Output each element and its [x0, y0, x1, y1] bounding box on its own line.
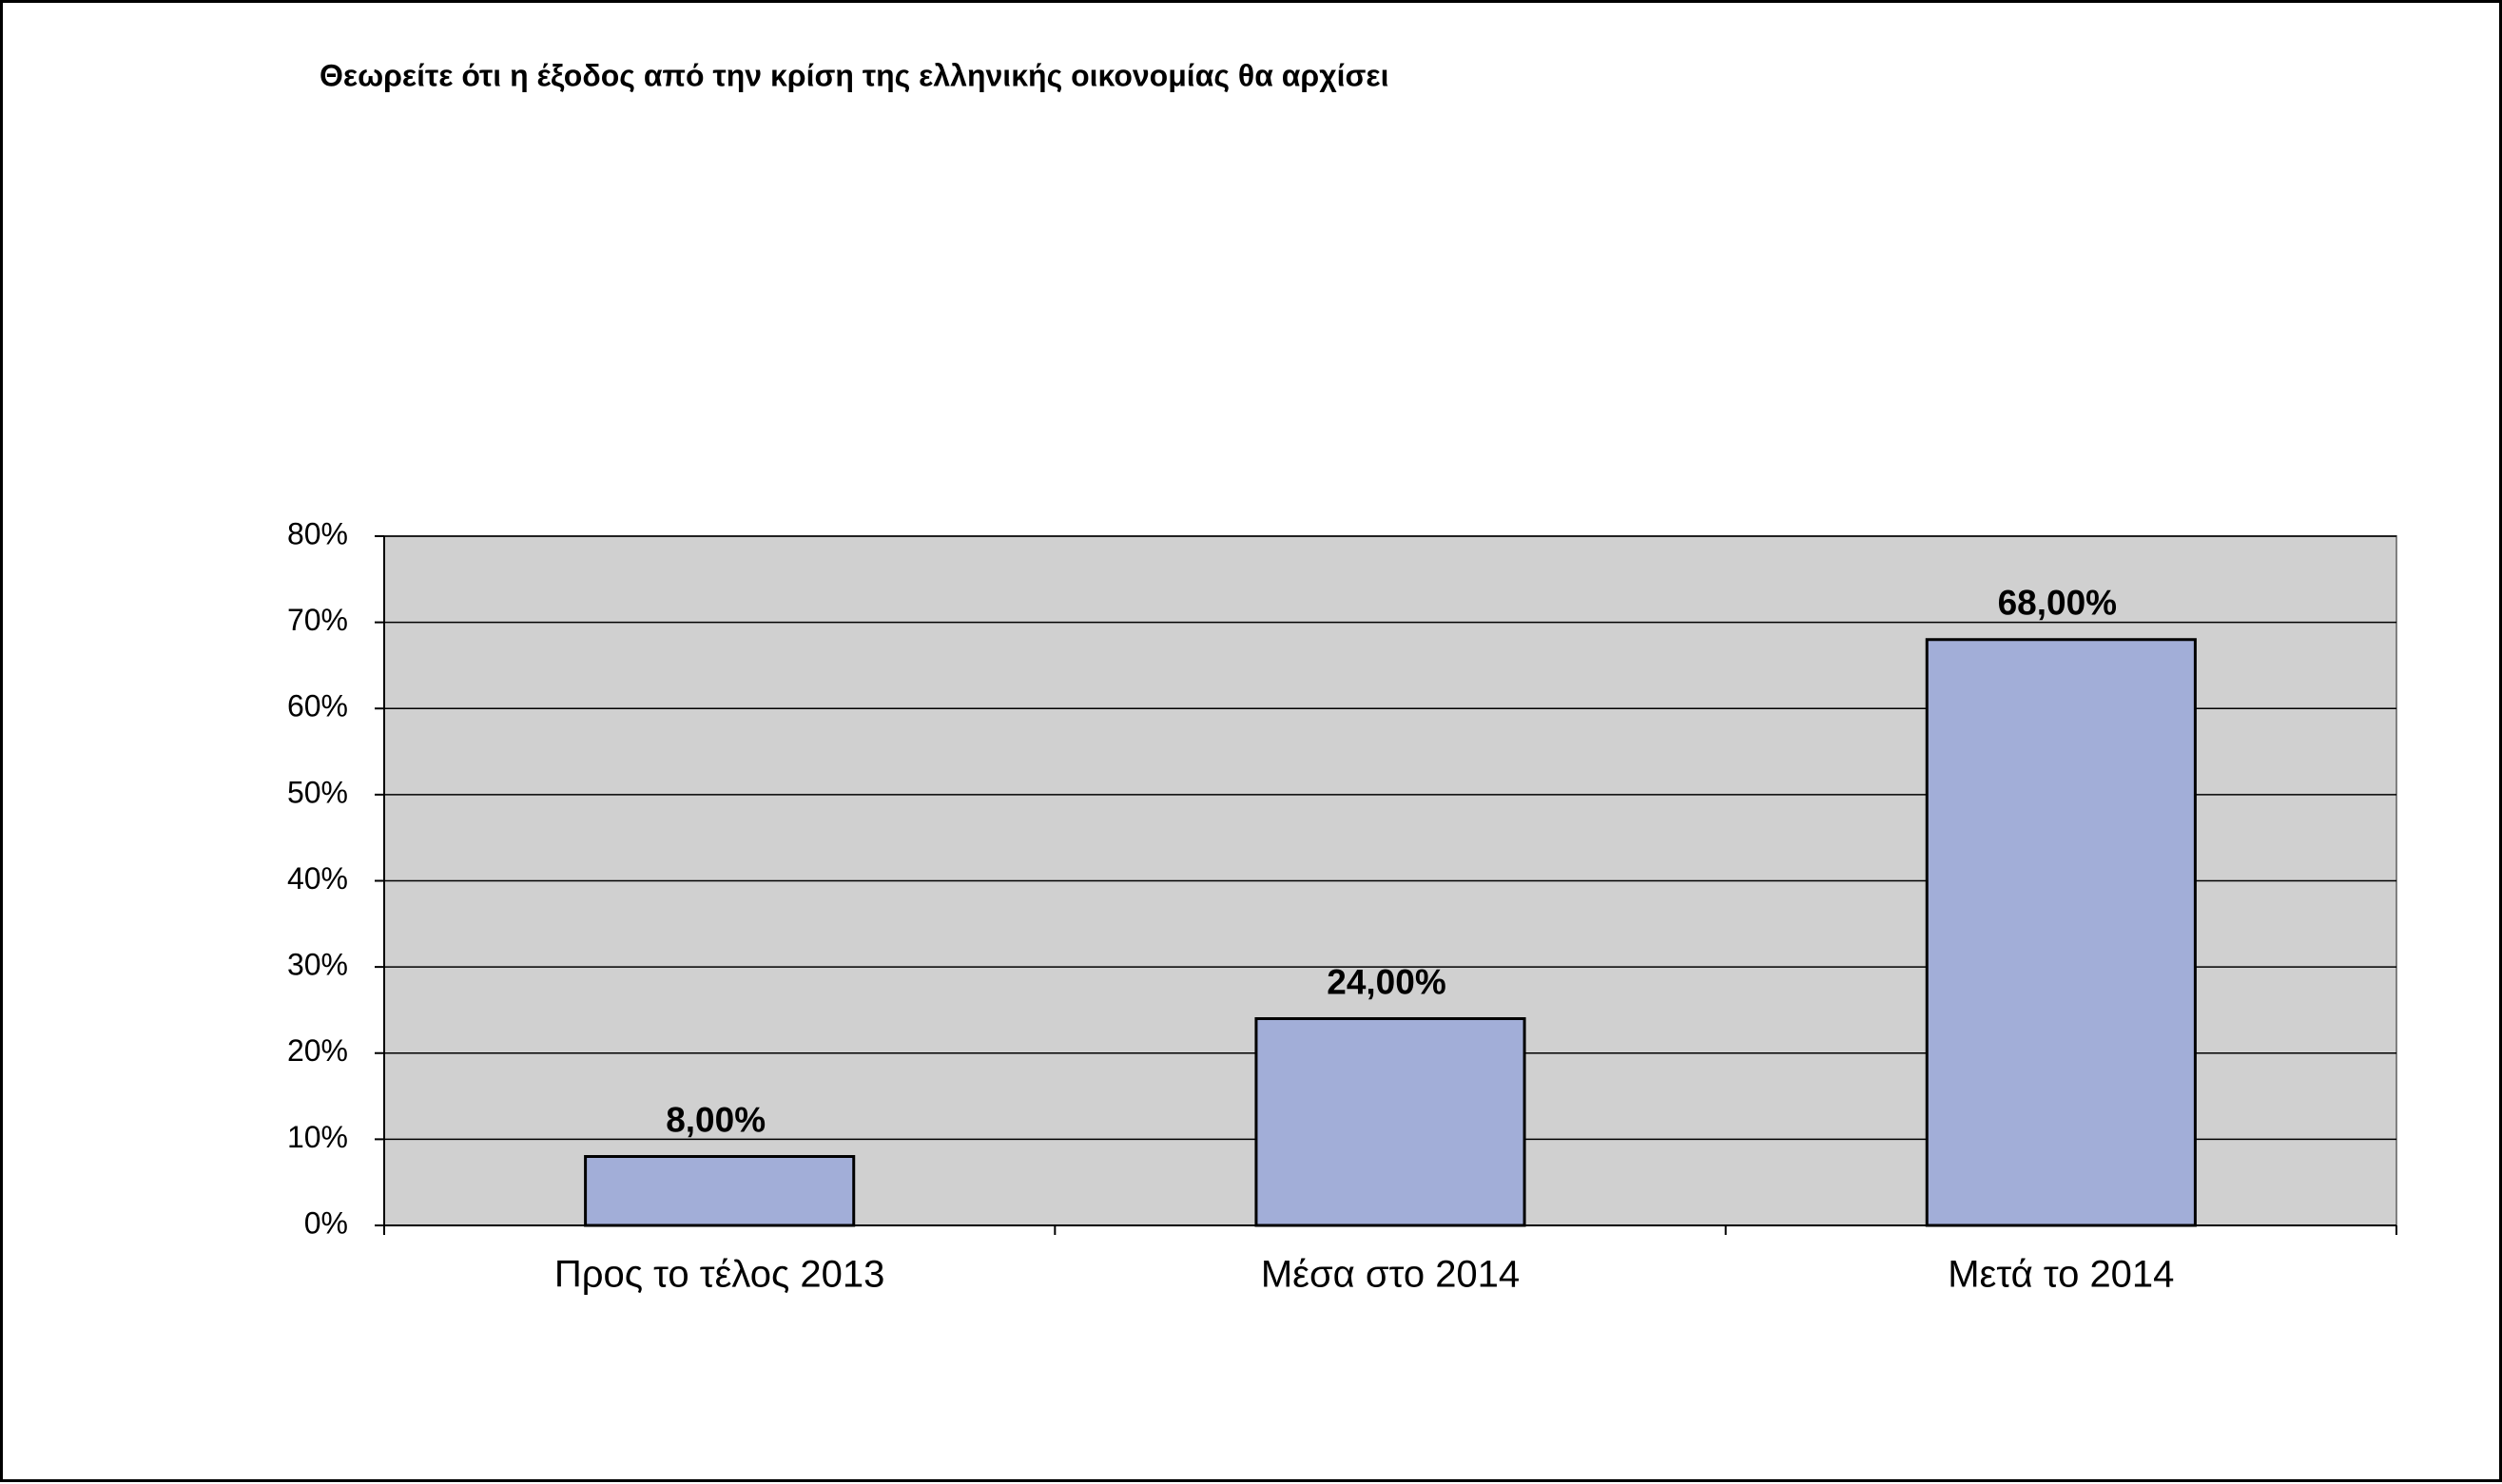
y-tick-label: 20% — [287, 1033, 348, 1068]
y-tick-label: 10% — [287, 1120, 348, 1154]
x-tick-label: Προς το τέλος 2013 — [554, 1254, 885, 1296]
y-tick-label: 0% — [304, 1205, 348, 1240]
data-label: 24,00% — [1327, 962, 1446, 1001]
y-tick-label: 60% — [287, 689, 348, 723]
bar — [1254, 1017, 1526, 1227]
x-tick-label: Μετά το 2014 — [1948, 1254, 2174, 1296]
data-label: 68,00% — [1998, 584, 2118, 623]
y-tick-label: 30% — [287, 948, 348, 982]
y-tick-label: 40% — [287, 861, 348, 896]
y-tick-label: 70% — [287, 603, 348, 637]
y-tick-label: 50% — [287, 775, 348, 809]
bar — [1925, 638, 2197, 1227]
data-label: 8,00% — [666, 1100, 766, 1139]
y-tick-label: 80% — [287, 516, 348, 550]
chart-title: Θεωρείτε ότι η έξοδος από την κρίση της … — [320, 58, 1389, 92]
x-tick-label: Μέσα στο 2014 — [1261, 1254, 1520, 1296]
bar — [584, 1155, 856, 1227]
